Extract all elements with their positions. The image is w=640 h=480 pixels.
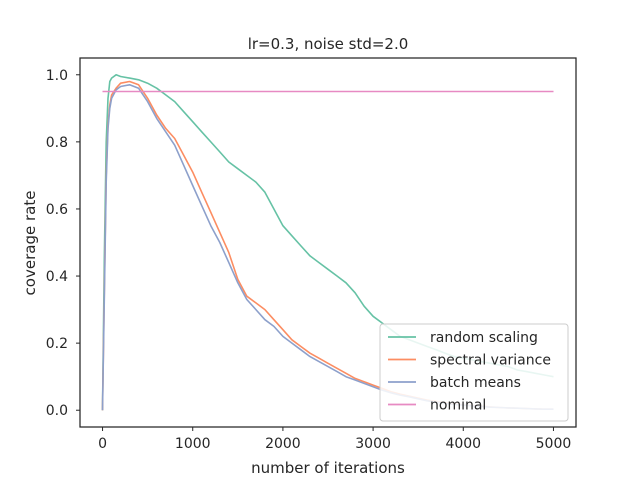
- x-axis: 0 1000 2000 3000 4000 5000: [98, 427, 571, 452]
- x-tick-label: 4000: [445, 436, 481, 452]
- y-tick-label: 0.6: [46, 202, 68, 218]
- y-tick-label: 0.0: [46, 403, 68, 419]
- x-tick-label: 3000: [355, 436, 391, 452]
- chart-title: lr=0.3, noise std=2.0: [248, 35, 409, 53]
- legend-label-spectral-variance: spectral variance: [430, 353, 551, 369]
- x-tick-label: 2000: [265, 436, 301, 452]
- y-axis: 0.0 0.2 0.4 0.6 0.8 1.0: [46, 68, 80, 419]
- x-tick-label: 5000: [536, 436, 572, 452]
- plot-frame: [79, 57, 577, 428]
- legend: random scaling spectral variance batch mea…: [379, 323, 569, 422]
- y-tick-label: 0.8: [46, 135, 68, 151]
- x-tick-label: 1000: [175, 436, 211, 452]
- y-tick-label: 0.2: [46, 336, 68, 352]
- y-axis-label: coverage rate: [21, 191, 39, 296]
- legend-label-random-scaling: random scaling: [430, 330, 538, 346]
- legend-label-batch-means: batch means: [430, 375, 521, 391]
- x-axis-label: number of iterations: [251, 459, 405, 477]
- legend-box: [379, 323, 569, 422]
- y-tick-label: 0.4: [46, 269, 68, 285]
- x-tick-label: 0: [98, 436, 107, 452]
- y-tick-label: 1.0: [46, 68, 68, 84]
- legend-label-nominal: nominal: [430, 398, 486, 414]
